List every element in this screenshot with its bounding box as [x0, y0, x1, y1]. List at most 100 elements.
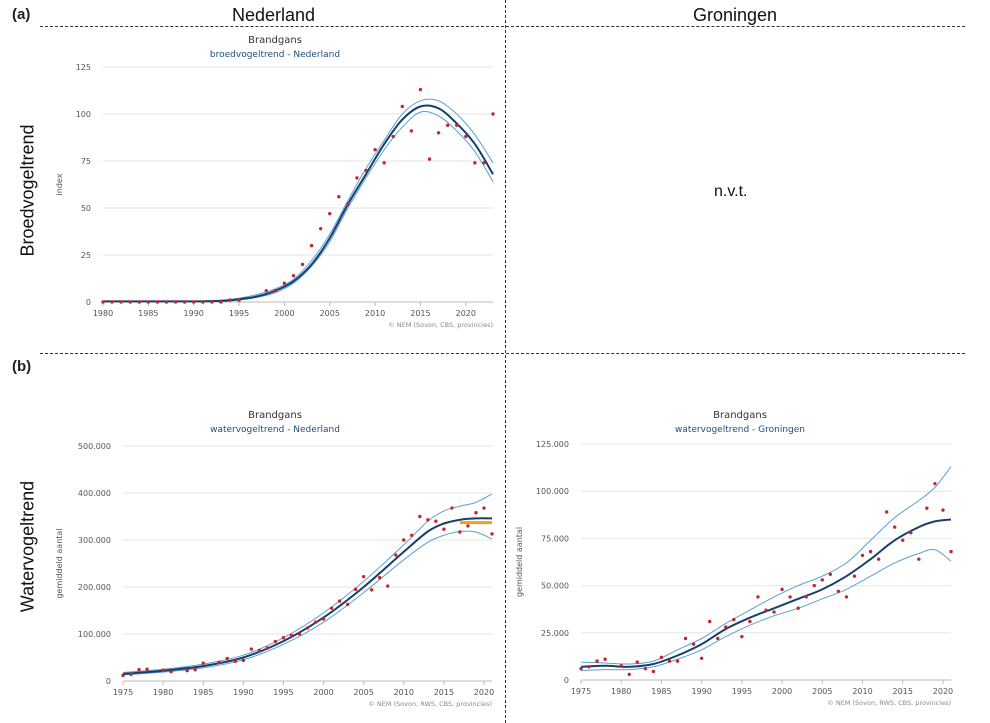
data-point [225, 656, 229, 661]
data-point [119, 300, 123, 304]
panel-label-b: (b) [12, 358, 32, 375]
data-point [464, 134, 468, 139]
y-tick-label: 100 [76, 110, 91, 119]
x-tick-label: 2020 [933, 687, 953, 696]
data-point [474, 511, 478, 515]
data-point [473, 161, 477, 165]
data-point [191, 300, 196, 304]
data-point [300, 262, 305, 267]
data-point [901, 538, 905, 542]
data-point [490, 532, 494, 536]
data-point [876, 557, 881, 561]
data-point [201, 300, 205, 304]
data-point [418, 87, 423, 92]
data-point [281, 636, 286, 640]
x-tick-label: 2015 [410, 309, 430, 318]
data-point [868, 549, 873, 554]
column-divider [505, 0, 506, 723]
data-point [145, 667, 149, 671]
y-tick-label: 300.000 [78, 536, 111, 545]
data-point [164, 300, 169, 304]
header-divider [40, 26, 965, 27]
data-point [355, 176, 359, 180]
data-point [233, 659, 238, 663]
y-tick-label: 75.000 [541, 534, 569, 543]
data-point [173, 300, 178, 304]
data-point [337, 599, 342, 603]
data-point [345, 602, 350, 607]
data-point [442, 527, 446, 531]
x-tick-label: 1985 [651, 687, 671, 696]
data-point [282, 281, 287, 285]
data-point [667, 659, 672, 663]
x-tick-label: 2005 [353, 688, 373, 697]
data-point [377, 575, 382, 580]
x-tick-label: 1990 [233, 688, 253, 697]
data-point [321, 617, 326, 621]
chart-source: © NEM (Sovon, RWS, CBS, provincies) [368, 700, 492, 708]
data-point [402, 538, 406, 542]
data-point [925, 506, 929, 510]
data-point [337, 195, 341, 199]
data-point [249, 647, 254, 651]
data-point [328, 211, 332, 216]
data-point [699, 656, 704, 660]
data-point [458, 530, 462, 534]
data-point [427, 157, 432, 161]
data-point [373, 148, 377, 152]
x-tick-label: 1995 [732, 687, 752, 696]
data-point [193, 668, 197, 672]
x-tick-label: 1995 [229, 309, 249, 318]
data-point [909, 531, 913, 535]
x-tick-label: 1975 [113, 688, 133, 697]
data-point [804, 595, 808, 599]
x-tick-label: 1980 [93, 309, 113, 318]
data-point [185, 668, 189, 673]
y-tick-label: 125 [76, 63, 91, 72]
y-tick-label: 50 [81, 204, 91, 213]
data-point [129, 672, 133, 677]
data-point [659, 655, 664, 660]
data-point [137, 300, 141, 304]
upper-confidence-line [102, 98, 494, 302]
data-point [265, 646, 270, 650]
trend-line [103, 104, 494, 303]
column-header-groningen: Groningen [693, 5, 778, 25]
data-point [436, 131, 441, 135]
data-point [828, 572, 833, 576]
data-point [241, 658, 246, 663]
data-point [820, 578, 825, 582]
data-point [756, 595, 760, 599]
chart-subtitle: broedvogeltrend - Nederland [210, 50, 340, 60]
x-tick-label: 2000 [274, 309, 294, 318]
data-point [297, 632, 302, 636]
x-tick-label: 2010 [852, 687, 872, 696]
lower-confidence-line [102, 110, 494, 303]
data-point [852, 574, 857, 578]
chart-watervogeltrend-groningen: Brandgans watervogeltrend - Groningen 0 25.… [515, 410, 953, 707]
chart-subtitle: watervogeltrend - Groningen [675, 425, 805, 435]
data-point [748, 619, 752, 624]
data-point [917, 557, 921, 561]
trend-line [580, 518, 952, 668]
column-header-nederland: Nederland [232, 5, 316, 25]
chart-title: Brandgans [713, 410, 767, 421]
data-point [619, 664, 623, 668]
data-point [466, 524, 470, 528]
data-point [217, 660, 221, 664]
data-point [892, 525, 897, 529]
row-header-broedvogeltrend: Broedvogeltrend [17, 124, 38, 257]
row-header-watervogeltrend: Watervogeltrend [17, 480, 38, 613]
data-point [455, 123, 459, 127]
data-point [587, 665, 591, 669]
data-point [264, 289, 268, 293]
data-point [346, 202, 350, 206]
data-point [772, 610, 776, 614]
data-point [941, 508, 945, 512]
data-point [273, 289, 278, 293]
upper-confidence-line [580, 466, 952, 665]
x-tick-label: 1980 [611, 687, 631, 696]
data-point [724, 625, 728, 629]
x-tick-label: 1980 [153, 688, 173, 697]
data-point [651, 669, 656, 674]
